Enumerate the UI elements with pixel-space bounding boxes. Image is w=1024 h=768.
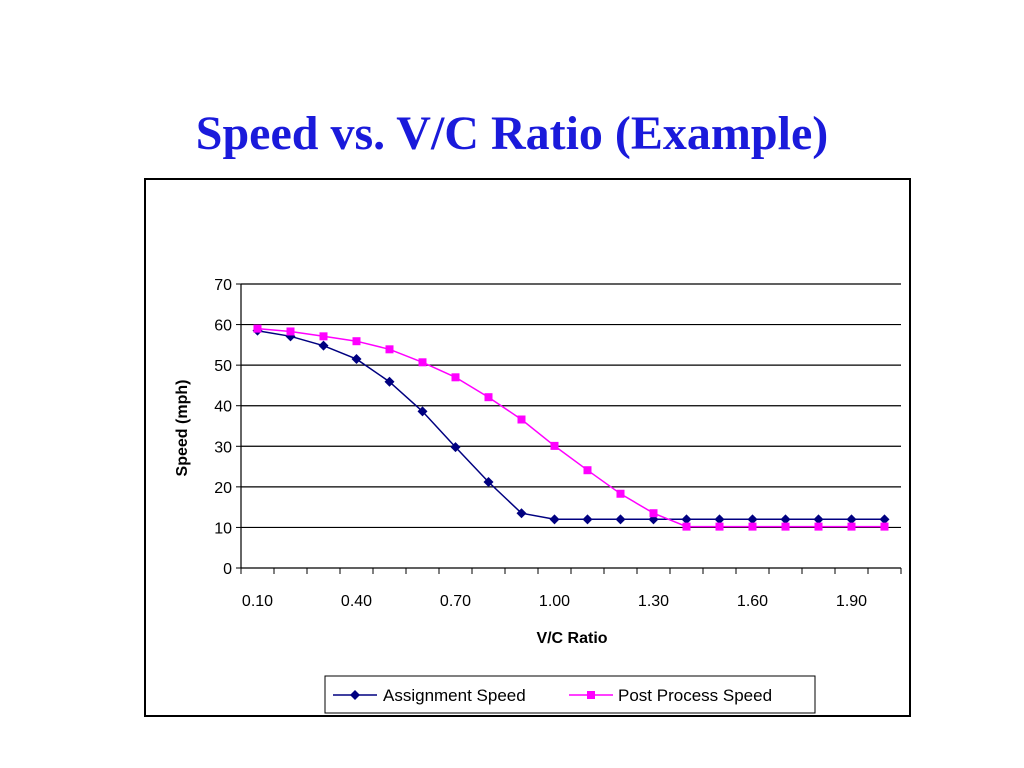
x-tick-label: 0.40 (341, 593, 372, 610)
data-point-s1-5 (418, 358, 427, 367)
x-tick-label: 1.30 (638, 593, 669, 610)
data-point-s1-19 (880, 522, 889, 531)
data-point-s0-19 (879, 514, 890, 525)
data-point-s1-10 (583, 466, 592, 475)
legend-marker-assignment (350, 690, 360, 700)
data-point-s0-2 (318, 340, 329, 351)
data-point-s1-7 (484, 393, 493, 402)
gridlines (241, 283, 901, 529)
series-line-0 (257, 329, 885, 521)
data-point-s0-9 (549, 514, 560, 525)
data-point-s0-16 (780, 514, 791, 525)
data-point-s0-15 (747, 514, 758, 525)
x-tick-label: 1.90 (836, 593, 867, 610)
data-point-s1-13 (682, 522, 691, 531)
data-point-s0-11 (615, 514, 626, 525)
data-point-s0-18 (846, 514, 857, 525)
data-series (252, 324, 890, 531)
x-tick-label: 1.00 (539, 593, 570, 610)
y-tick-label: 10 (214, 520, 232, 537)
data-point-s1-2 (319, 332, 328, 341)
y-tick-label: 40 (214, 399, 232, 416)
data-point-s0-3 (351, 354, 362, 365)
data-point-s1-18 (847, 522, 856, 531)
legend-label-assignment: Assignment Speed (383, 686, 526, 705)
axes: 0 10 20 30 40 50 60 70 0.10 0.40 0.70 1.00 1.30 1.60 1… (214, 277, 902, 610)
data-point-s0-4 (384, 376, 395, 387)
data-point-s0-13 (681, 514, 692, 525)
y-tick-label: 20 (214, 480, 232, 497)
y-tick-label: 0 (223, 561, 232, 578)
y-tick-label: 60 (214, 318, 232, 335)
data-point-s1-15 (748, 522, 757, 531)
data-point-s1-8 (517, 415, 526, 424)
data-point-s0-10 (582, 514, 593, 525)
data-point-s0-14 (714, 514, 725, 525)
data-point-s1-6 (451, 373, 460, 382)
chart-frame: 0 10 20 30 40 50 60 70 0.10 0.40 0.70 1.00 1.30 1.60 1… (144, 178, 911, 717)
data-point-s1-3 (352, 337, 361, 346)
x-axis-title: V/C Ratio (536, 630, 607, 647)
x-tick-label: 0.70 (440, 593, 471, 610)
y-tick-label: 50 (214, 358, 232, 375)
y-tick-label: 70 (214, 277, 232, 294)
data-point-s0-7 (483, 476, 494, 487)
data-point-s0-17 (813, 514, 824, 525)
data-point-s1-9 (550, 441, 559, 450)
data-point-s1-14 (715, 522, 724, 531)
legend-label-postprocess: Post Process Speed (618, 686, 772, 705)
legend-marker-postprocess (587, 691, 595, 699)
slide-title: Speed vs. V/C Ratio (Example) (195, 107, 829, 160)
data-point-s1-4 (385, 345, 394, 354)
line-chart: 0 10 20 30 40 50 60 70 0.10 0.40 0.70 1.00 1.30 1.60 1… (174, 277, 902, 714)
series-line-1 (257, 327, 885, 528)
y-axis-title: Speed (mph) (174, 380, 191, 477)
data-point-s1-12 (649, 509, 658, 518)
y-tick-label: 30 (214, 439, 232, 456)
data-point-s0-5 (417, 406, 428, 417)
data-point-s1-11 (616, 489, 625, 498)
legend: Assignment Speed Post Process Speed (324, 675, 816, 714)
data-point-s0-8 (516, 508, 527, 519)
data-point-s1-1 (286, 327, 295, 336)
x-tick-label: 0.10 (242, 593, 273, 610)
data-point-s1-16 (781, 522, 790, 531)
data-point-s1-0 (253, 324, 262, 333)
x-tick-label: 1.60 (737, 593, 768, 610)
data-point-s0-6 (450, 442, 461, 453)
data-point-s1-17 (814, 522, 823, 531)
